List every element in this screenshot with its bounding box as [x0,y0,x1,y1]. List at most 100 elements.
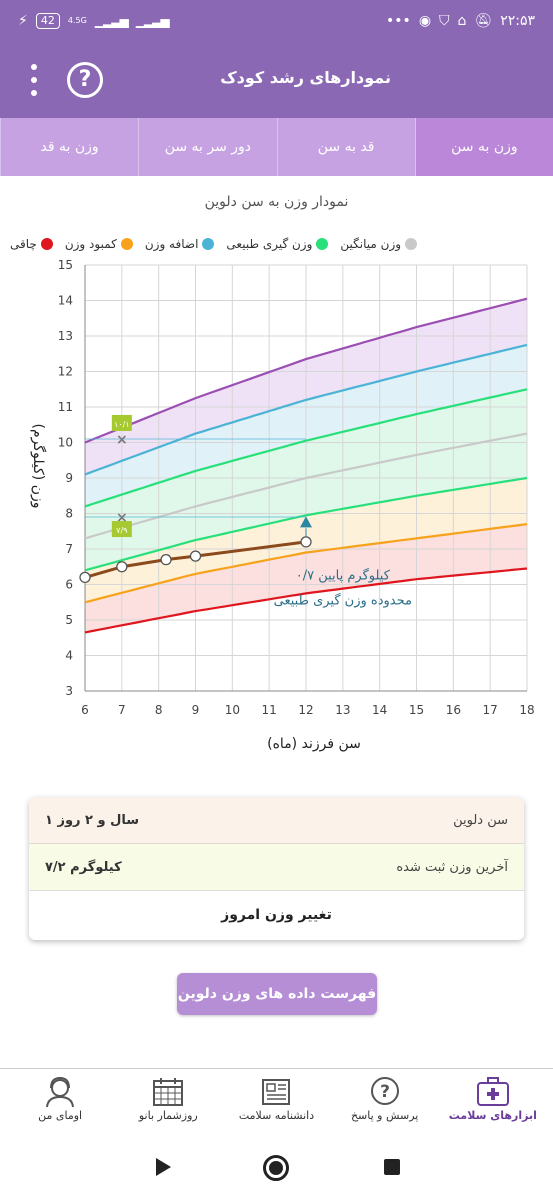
newspaper-icon [262,1079,291,1105]
legend-item-average[interactable]: وزن میانگین [340,235,418,253]
curve-normal-lower [84,476,528,572]
x-tick-label: 12 [298,703,313,717]
weight-list-button[interactable]: فهرست داده های وزن دلوین [177,973,377,1015]
x-tick-label: 16 [446,703,461,717]
medical-kit-icon [476,1077,509,1106]
y-tick-label: 3 [65,684,73,698]
x-tick-label: 9 [192,703,200,717]
range-label: ۱۰/۱ [114,420,130,429]
target-weight-marker [300,516,312,528]
y-tick-label: 13 [58,329,73,343]
shield-icon: ⛉ [439,13,450,29]
child-weight-point [79,571,91,584]
x-tick-label: 17 [483,703,498,717]
recent-apps-icon[interactable] [384,1159,400,1175]
back-icon[interactable] [156,1158,171,1176]
status-right: ••• ◉ ⛉ ⌂ 🔕︎ ۲۲:۵۳ [386,13,535,29]
more-menu-icon[interactable] [24,62,44,98]
legend-item-overweight[interactable]: اضافه وزن [145,235,215,253]
legend-dot [405,238,418,250]
x-tick-label: 13 [335,703,350,717]
x-tick-label: 18 [519,703,534,717]
age-label: سن دلوین [453,812,508,828]
y-tick-label: 10 [58,436,73,450]
legend-label: چاقی [10,237,37,251]
weight-label: آخرین وزن ثبت شده [396,859,508,875]
range-label-box [111,414,132,431]
curve-normal-upper [84,388,528,508]
network-type: 4.5G [67,16,87,25]
curve-overweight [84,343,528,476]
nav-my-profile[interactable]: اومای من [15,1069,105,1134]
child-weight-point [300,536,312,548]
bottom-nav: ابزارهای سلامت ? پرسش و پاسخ دانشنامه سل… [0,1068,553,1134]
age-row: ۱ سال و ۲ روز سن دلوین [29,797,524,844]
status-bar: ⚡ 42 4.5G ▁▂▃▅ ▁▂▃▅ ••• ◉ ⛉ ⌂ 🔕︎ ۲۲:۵۳ [0,0,553,42]
tab-head-for-age[interactable]: دور سر به سن [138,118,276,176]
legend-label: وزن میانگین [340,237,402,251]
curve-top [84,297,528,444]
y-tick-label: 7 [65,542,73,556]
weight-for-age-chart: 6 7 8 9 10 11 12 13 14 15 16 17 18 3 4 5 6 7 8 9 10 11 12 13 14 1… [30,258,535,752]
range-label: ۷/۹ [116,526,127,535]
home-button-icon[interactable] [263,1155,289,1181]
y-tick-label: 8 [65,507,73,521]
nav-calendar[interactable]: روزشمار بانو [123,1069,213,1134]
home-icon: ⌂ [457,13,467,29]
app-notification-icon: ◉ [418,13,432,29]
clock: ۲۲:۵۳ [500,13,535,29]
page-title: نمودارهای رشد کودک [220,68,391,87]
legend-label: اضافه وزن [144,237,199,251]
chart-legend: چاقی کمبود وزن اضافه وزن وزن گیری طبیعی … [10,235,543,253]
y-tick-label: 5 [65,613,73,627]
nav-encyclopedia[interactable]: دانشنامه سلامت [231,1069,321,1134]
change-weight-button[interactable]: تغییر وزن امروز [221,906,332,923]
curve-underweight [84,523,528,604]
x-tick-label: 15 [409,703,424,717]
y-tick-label: 4 [65,649,73,663]
status-left: ⚡ 42 4.5G ▁▂▃▅ ▁▂▃▅ [18,13,170,29]
legend-item-obesity[interactable]: چاقی [10,235,53,253]
nav-label: پرسش و پاسخ [350,1109,419,1122]
nav-questions[interactable]: ? پرسش و پاسخ [340,1069,430,1134]
nav-label: ابزارهای سلامت [448,1109,537,1122]
nav-label: دانشنامه سلامت [238,1109,315,1122]
tab-weight-for-age[interactable]: وزن به سن [414,118,553,176]
annotation-line: ۰/۷ کیلوگرم پایین [296,568,391,584]
legend-label: کمبود وزن [64,237,117,251]
legend-dot [120,238,133,250]
svg-text:?: ? [380,1082,390,1102]
help-button[interactable]: ? [67,62,103,98]
y-tick-label: 14 [58,294,73,308]
question-icon: ? [370,1077,399,1105]
legend-dot [202,238,215,250]
signal-icon-2: ▁▂▃▅ [135,14,170,28]
legend-item-normal[interactable]: وزن گیری طبیعی [226,235,329,253]
child-weight-point [160,553,172,566]
legend-dot [40,238,53,250]
y-tick-label: 11 [58,400,73,414]
legend-item-underweight[interactable]: کمبود وزن [65,235,133,253]
nav-label: اومای من [38,1109,83,1122]
notification-dots: ••• [386,13,411,29]
tab-height-for-age[interactable]: قد به سن [276,118,415,176]
x-tick-label: 6 [81,703,89,717]
app-bar: ? نمودارهای رشد کودک [0,42,553,118]
chart-title: نمودار وزن به سن دلوین [204,194,349,210]
x-tick-label: 7 [118,703,126,717]
child-weight-point [189,550,202,562]
nav-health-tools[interactable]: ابزارهای سلامت [448,1069,538,1134]
x-tick-label: 10 [225,703,240,717]
tab-weight-for-height[interactable]: وزن به قد [0,118,138,176]
annotation-line: محدوده وزن گیری طبیعی [274,593,412,609]
system-nav [0,1134,553,1200]
charging-icon: ⚡ [18,13,28,29]
x-tick-label: 11 [262,703,277,717]
age-value: ۱ سال و ۲ روز [45,812,140,828]
weight-row: ۷/۲ کیلوگرم آخرین وزن ثبت شده [29,844,524,891]
legend-dot [316,238,329,250]
curve-bottom [84,567,528,634]
calendar-icon [153,1078,184,1106]
y-tick-label: 9 [65,471,73,485]
x-axis-title: سن فرزند (ماه) [267,736,361,752]
